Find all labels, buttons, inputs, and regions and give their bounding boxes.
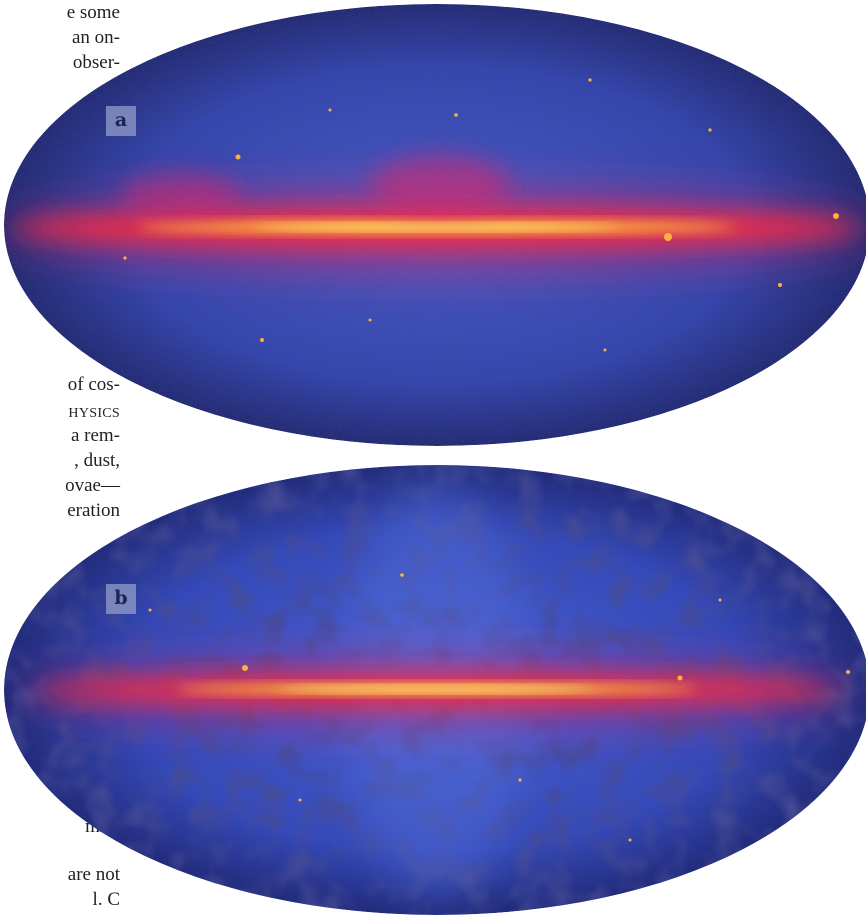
text-line: l. C xyxy=(92,889,120,910)
text-line: eration xyxy=(67,500,120,521)
text-line: of cos- xyxy=(67,374,120,395)
sky-map-panel-a xyxy=(4,4,866,446)
galactic-center-bright xyxy=(257,224,617,230)
text-line: are not xyxy=(67,864,120,885)
panel-label-b: b xyxy=(106,584,136,614)
point-sources xyxy=(123,78,839,352)
text-line: a rem- xyxy=(70,425,120,446)
diffuse-emission xyxy=(120,173,240,217)
text-line: HYSICS xyxy=(68,406,120,421)
diffuse-emission xyxy=(370,155,510,215)
text-line: an on- xyxy=(71,27,120,48)
text-line: ovae— xyxy=(65,475,120,496)
panel-label-a: a xyxy=(106,106,136,136)
text-line: e some xyxy=(66,2,120,23)
point-sources xyxy=(148,573,850,842)
text-line: , dust, xyxy=(74,450,120,471)
galactic-center-bright xyxy=(277,686,597,692)
text-line: obser- xyxy=(72,52,120,73)
sky-map-panel-b xyxy=(4,465,866,915)
